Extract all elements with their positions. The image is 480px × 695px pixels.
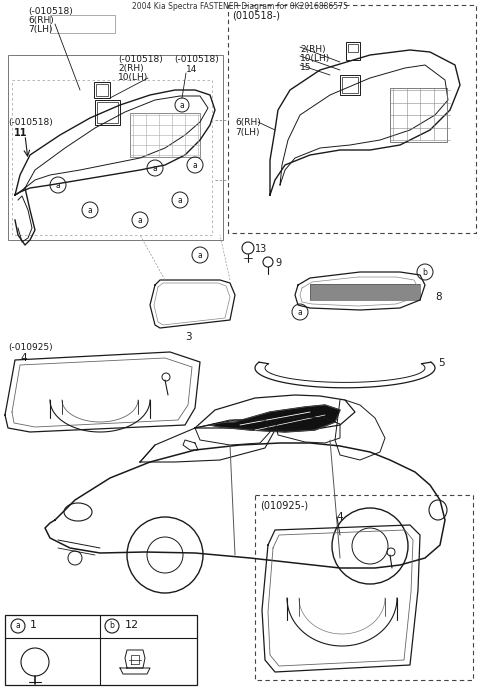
- Text: (-010518): (-010518): [118, 55, 163, 64]
- Text: a: a: [192, 161, 197, 170]
- Text: (010925-): (010925-): [260, 500, 308, 510]
- Text: a: a: [180, 101, 184, 110]
- Bar: [346, 42, 360, 60]
- Text: 6(RH): 6(RH): [235, 118, 261, 127]
- Bar: [95, 100, 120, 125]
- Text: 11: 11: [14, 128, 27, 138]
- Bar: [97, 102, 118, 123]
- Text: a: a: [298, 307, 302, 316]
- Bar: [94, 82, 110, 98]
- Text: 2(RH): 2(RH): [300, 45, 325, 54]
- Text: b: b: [422, 268, 427, 277]
- Bar: [96, 84, 108, 96]
- Bar: [310, 284, 420, 300]
- Bar: [50, 15, 115, 33]
- Text: (-010518): (-010518): [174, 55, 219, 64]
- Text: 4: 4: [336, 512, 343, 522]
- Text: a: a: [88, 206, 92, 215]
- Polygon shape: [210, 405, 340, 432]
- Bar: [5, 615, 197, 685]
- Text: a: a: [153, 163, 157, 172]
- Bar: [130, 113, 200, 157]
- Text: a: a: [138, 215, 143, 224]
- Text: 5: 5: [438, 358, 444, 368]
- Text: 3: 3: [185, 332, 192, 342]
- Text: a: a: [16, 621, 20, 630]
- Text: 10(LH): 10(LH): [118, 73, 148, 82]
- Bar: [8, 55, 223, 240]
- Text: 8: 8: [435, 292, 442, 302]
- Bar: [12, 80, 212, 235]
- Text: 7(LH): 7(LH): [28, 25, 52, 34]
- Text: (-010925): (-010925): [8, 343, 53, 352]
- Bar: [340, 75, 360, 95]
- Text: 13: 13: [255, 244, 267, 254]
- Bar: [348, 44, 358, 52]
- Text: 2(RH): 2(RH): [118, 64, 144, 73]
- Text: 9: 9: [275, 258, 281, 268]
- Text: 1: 1: [30, 620, 37, 630]
- Text: 12: 12: [125, 620, 139, 630]
- Text: 14: 14: [186, 65, 197, 74]
- Text: 10(LH): 10(LH): [300, 54, 330, 63]
- Text: a: a: [198, 250, 203, 259]
- Text: a: a: [178, 195, 182, 204]
- Text: 15: 15: [300, 63, 312, 72]
- Bar: [342, 77, 358, 93]
- Bar: [255, 495, 473, 680]
- Text: 4: 4: [20, 353, 26, 363]
- Text: a: a: [56, 181, 60, 190]
- Text: 6(RH): 6(RH): [28, 16, 54, 25]
- Text: (010518-): (010518-): [232, 10, 280, 20]
- Bar: [228, 5, 476, 233]
- Text: b: b: [109, 621, 114, 630]
- Bar: [310, 284, 420, 300]
- Text: 7(LH): 7(LH): [235, 128, 260, 137]
- Text: (-010518): (-010518): [28, 7, 73, 16]
- Bar: [390, 88, 447, 142]
- Text: (-010518): (-010518): [8, 118, 53, 127]
- Text: 2004 Kia Spectra FASTENER Diagram for 0K2016886575: 2004 Kia Spectra FASTENER Diagram for 0K…: [132, 2, 348, 11]
